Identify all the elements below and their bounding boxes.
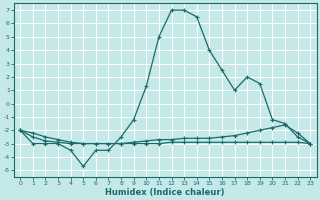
X-axis label: Humidex (Indice chaleur): Humidex (Indice chaleur) <box>106 188 225 197</box>
